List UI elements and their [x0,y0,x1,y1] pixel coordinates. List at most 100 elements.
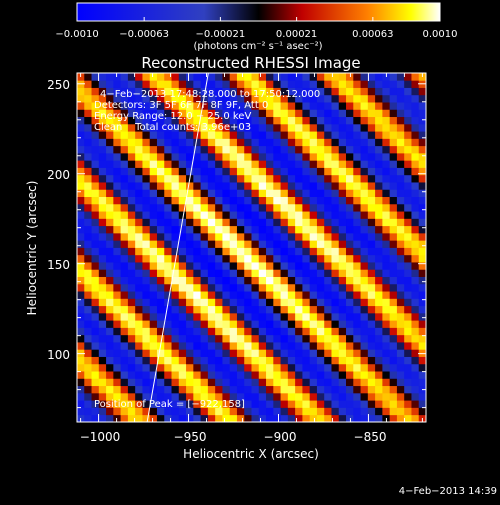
heatmap-cell [375,414,383,422]
heatmap-cell [360,400,369,408]
heatmap-cell [106,371,114,379]
heatmap-cell [382,291,391,299]
heatmap-cell [229,138,238,147]
heatmap-cell [164,312,172,321]
heatmap-cell [135,160,143,168]
heatmap-cell [251,291,260,299]
heatmap-cell [411,80,420,88]
heatmap-cell [186,73,194,81]
heatmap-cell [229,305,238,314]
heatmap-cell [91,174,100,183]
heatmap-cell [324,327,332,336]
heatmap-cell [84,400,92,408]
heatmap-cell [309,87,318,96]
heatmap-cell [266,174,274,183]
heatmap-cell [186,312,194,321]
heatmap-cell [84,182,92,190]
heatmap-cell [338,80,347,88]
heatmap-cell [331,247,340,256]
heatmap-cell [338,327,347,336]
heatmap-cell [77,203,85,212]
heatmap-cell [273,138,281,147]
heatmap-cell [331,167,340,176]
heatmap-cell [84,262,92,270]
y-axis-label: Heliocentric Y (arcsec) [25,181,39,316]
heatmap-cell [84,73,92,81]
heatmap-cell [411,182,420,190]
heatmap-cell [156,371,165,379]
heatmap-cell [295,392,303,401]
heatmap-cell [200,211,209,219]
heatmap-cell [222,262,231,270]
heatmap-cell [411,232,420,241]
heatmap-cell [113,305,122,314]
heatmap-cell [120,196,129,205]
heatmap-cell [186,211,194,219]
heatmap-cell [142,182,151,190]
heatmap-cell [127,349,136,357]
heatmap-cell [77,94,85,103]
heatmap-cell [77,392,85,401]
heatmap-cell [207,152,216,161]
heatmap-cell [251,182,260,190]
heatmap-cell [200,356,209,365]
heatmap-cell [375,203,383,212]
heatmap-cell [302,203,311,212]
heatmap-cell [91,196,100,205]
heatmap-cell [200,109,209,118]
heatmap-cell [309,131,318,139]
heatmap-cell [302,298,311,307]
heatmap-cell [229,371,238,379]
heatmap-cell [360,283,369,292]
chart-title: Reconstructed RHESSI Image [141,54,360,72]
heatmap-cell [186,349,194,357]
heatmap-cell [324,276,332,285]
heatmap-cell [98,167,107,176]
heatmap-cell [353,218,361,227]
heatmap-cell [91,80,100,88]
heatmap-cell [113,312,122,321]
heatmap-cell [127,94,136,103]
heatmap-cell [266,269,274,277]
heatmap-cell [375,138,383,147]
heatmap-cell [178,145,187,154]
heatmap-cell [106,211,114,219]
heatmap-cell [251,262,260,270]
heatmap-cell [84,378,92,387]
heatmap-cell [287,363,296,372]
heatmap-cell [360,123,369,132]
heatmap-cell [360,385,369,394]
heatmap-cell [142,102,151,110]
heatmap-cell [98,342,107,350]
heatmap-cell [77,356,85,365]
heatmap-cell [142,123,151,132]
heatmap-cell [200,269,209,277]
heatmap-cell [375,94,383,103]
heatmap-cell [367,291,376,299]
heatmap-cell [207,196,216,205]
heatmap-cell [164,407,172,416]
heatmap-cell [149,363,158,372]
heatmap-cell [295,160,303,168]
heatmap-cell [127,174,136,183]
heatmap-cell [324,342,332,350]
heatmap-cell [77,225,85,234]
heatmap-cell [236,392,245,401]
heatmap-cell [244,385,252,394]
heatmap-cell [382,262,391,270]
heatmap-cell [149,109,158,118]
heatmap-cell [280,334,289,343]
heatmap-cell [84,356,92,365]
heatmap-cell [411,196,420,205]
heatmap-cell [273,232,281,241]
heatmap-cell [106,203,114,212]
heatmap-cell [200,240,209,248]
heatmap-cell [207,218,216,227]
heatmap-cell [215,218,223,227]
heatmap-cell [207,182,216,190]
heatmap-cell [215,276,223,285]
heatmap-cell [186,131,194,139]
heatmap-cell [91,385,100,394]
heatmap-cell [215,102,223,110]
heatmap-cell [164,225,172,234]
